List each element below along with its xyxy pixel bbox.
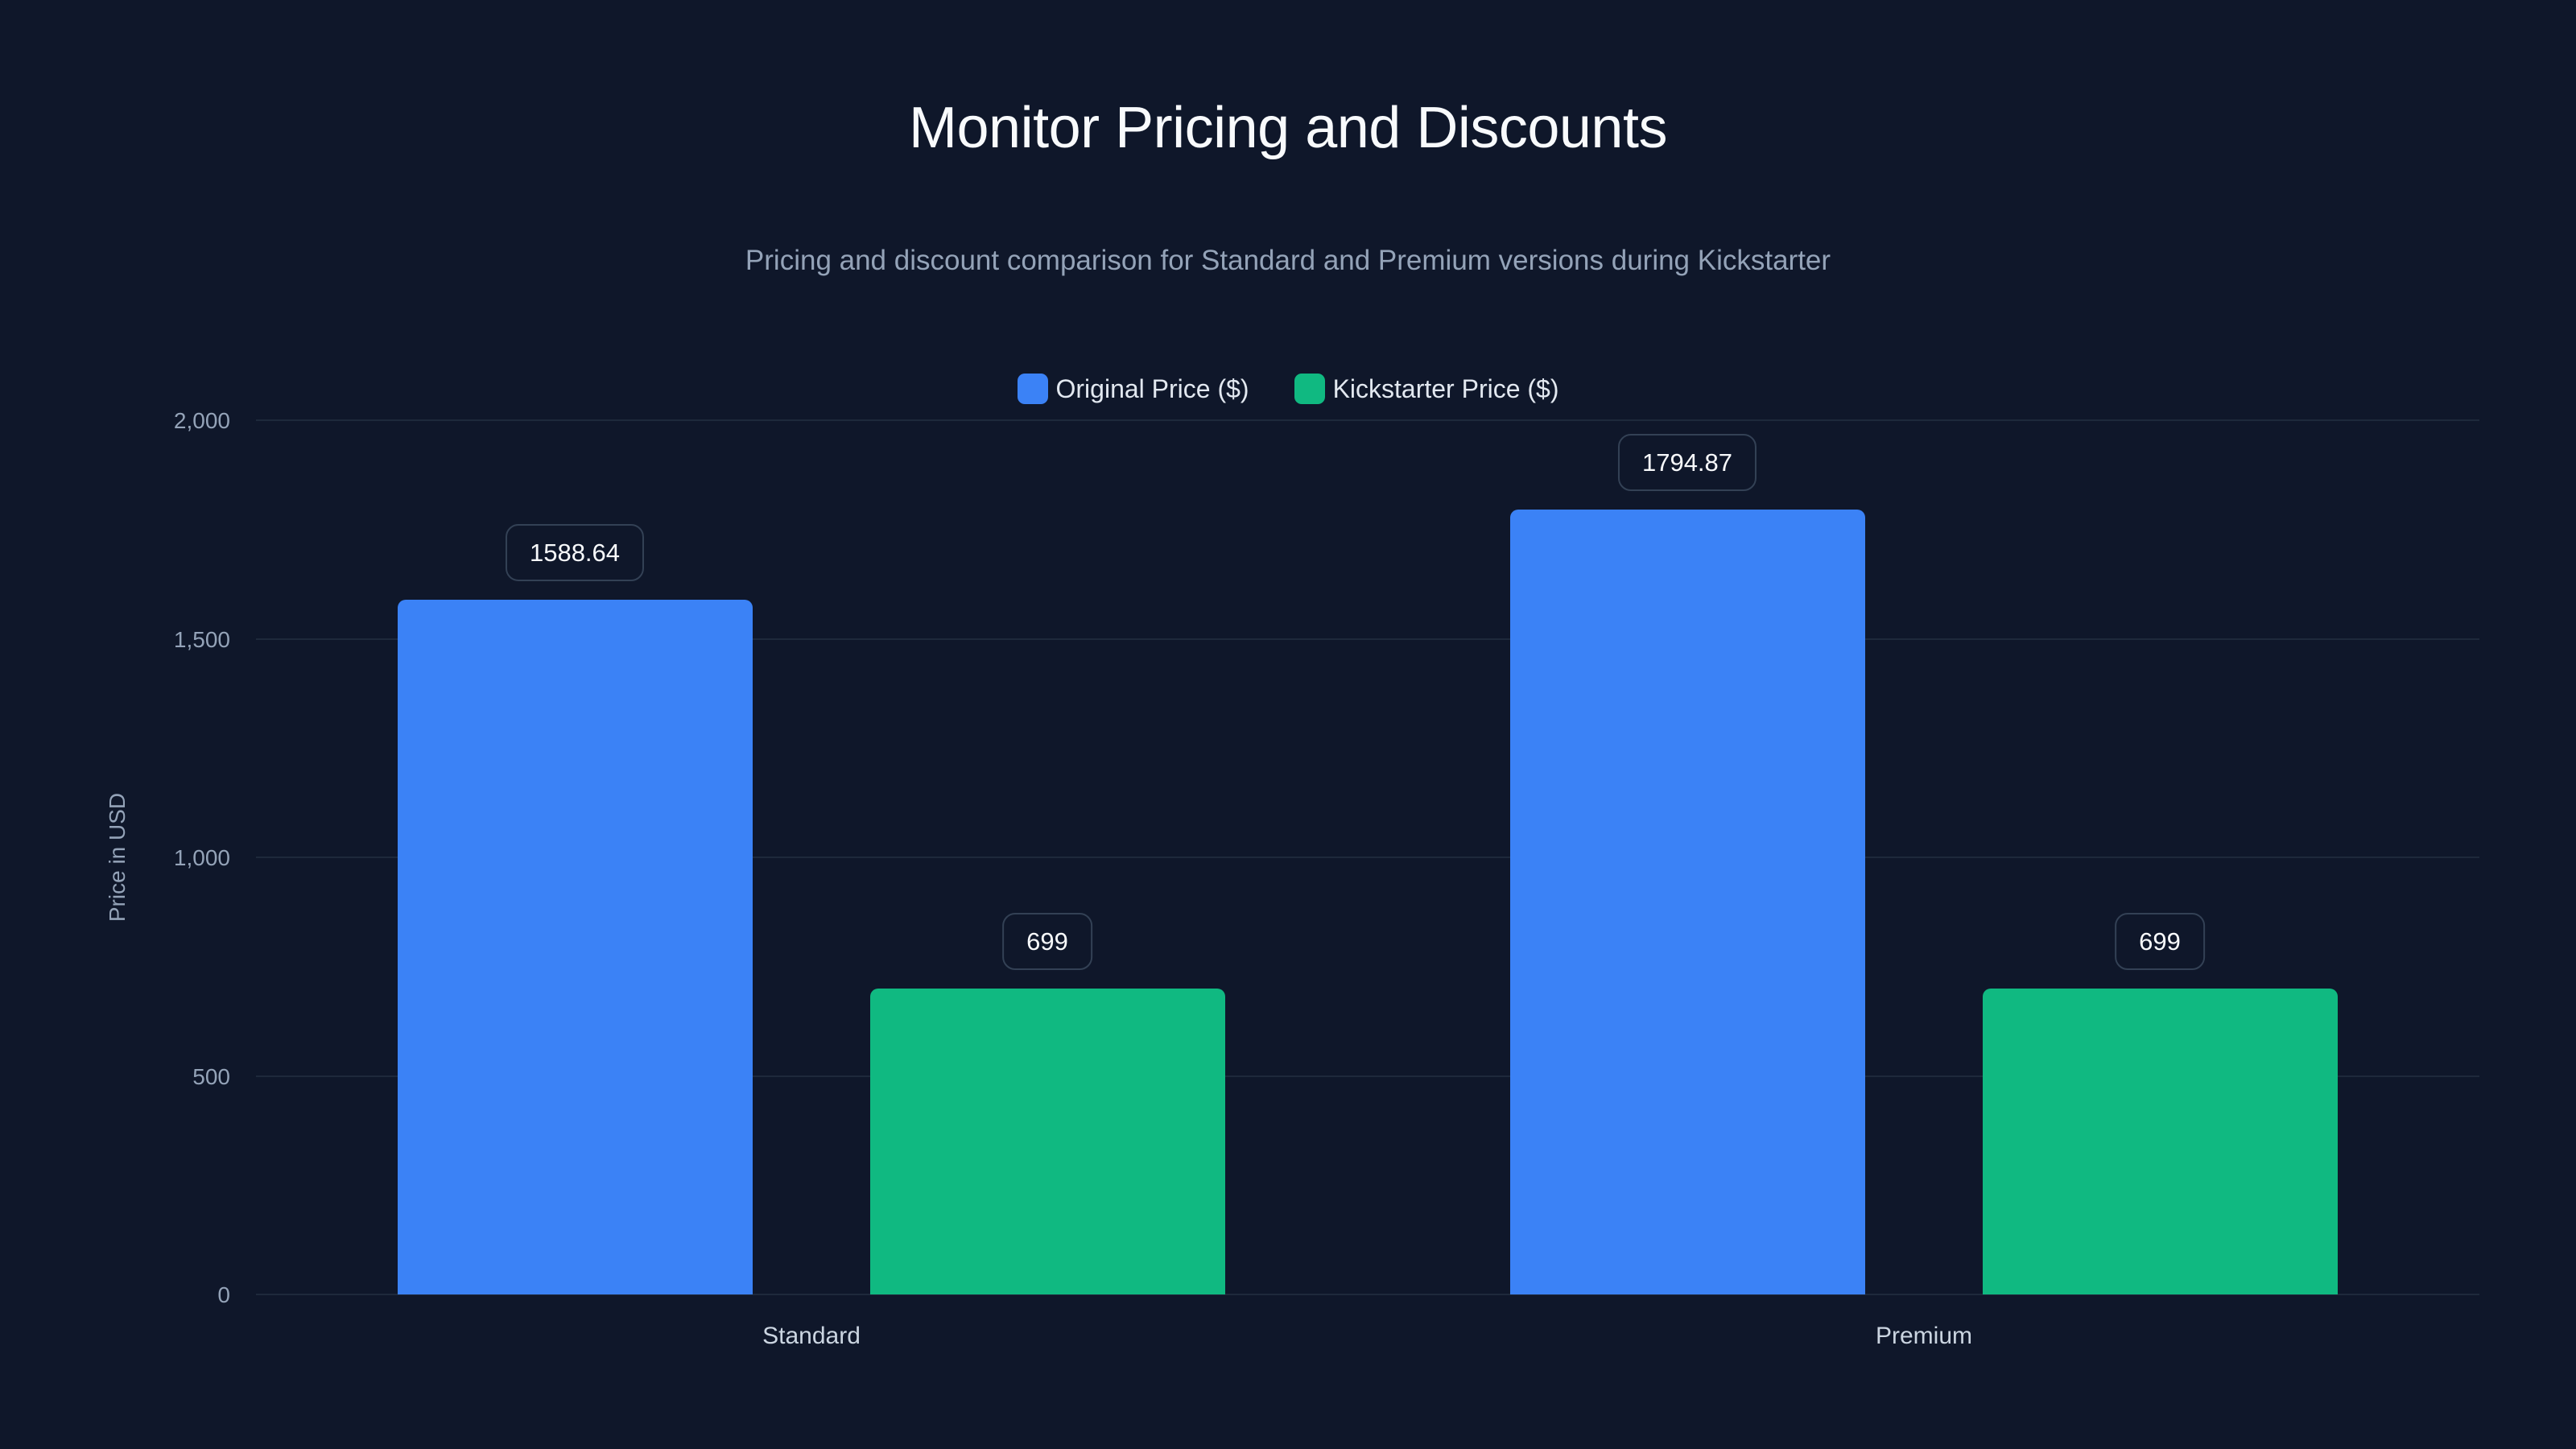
bar-standard-original[interactable] (398, 600, 753, 1294)
gridline-500 (256, 1075, 2479, 1077)
data-label-premium-kickstarter: 699 (2115, 913, 2205, 970)
y-tick-0: 0 (217, 1282, 230, 1307)
y-tick-500: 500 (192, 1064, 230, 1089)
data-label-premium-original: 1794.87 (1617, 434, 1757, 491)
gridline-1000 (256, 857, 2479, 858)
gridline-2000 (256, 419, 2479, 421)
bar-standard-kickstarter[interactable] (870, 989, 1225, 1294)
chart-subtitle: Pricing and discount comparison for Stan… (745, 245, 1831, 276)
legend-label: Kickstarter Price ($) (1332, 374, 1559, 403)
gridline-1500 (256, 638, 2479, 640)
legend: Original Price ($) Kickstarter Price ($) (0, 374, 2576, 404)
y-tick-1500: 1,500 (173, 627, 230, 652)
data-label-standard-kickstarter: 699 (1002, 913, 1092, 970)
bar-premium-kickstarter[interactable] (1983, 989, 2338, 1294)
legend-item-kickstarter-price[interactable]: Kickstarter Price ($) (1294, 374, 1559, 404)
bar-premium-original[interactable] (1510, 510, 1865, 1294)
legend-item-original-price[interactable]: Original Price ($) (1017, 374, 1249, 404)
gridline-0 (256, 1294, 2479, 1295)
y-tick-2000: 2,000 (173, 408, 230, 433)
legend-label: Original Price ($) (1055, 374, 1249, 403)
y-tick-1000: 1,000 (173, 845, 230, 870)
legend-swatch-green-icon (1294, 374, 1325, 404)
x-tick-standard: Standard (762, 1323, 861, 1349)
y-axis-label: Price in USD (105, 792, 130, 923)
x-tick-premium: Premium (1875, 1323, 1973, 1349)
chart-title: Monitor Pricing and Discounts (909, 96, 1667, 160)
legend-swatch-blue-icon (1017, 374, 1048, 404)
data-label-standard-original: 1588.64 (505, 524, 645, 581)
